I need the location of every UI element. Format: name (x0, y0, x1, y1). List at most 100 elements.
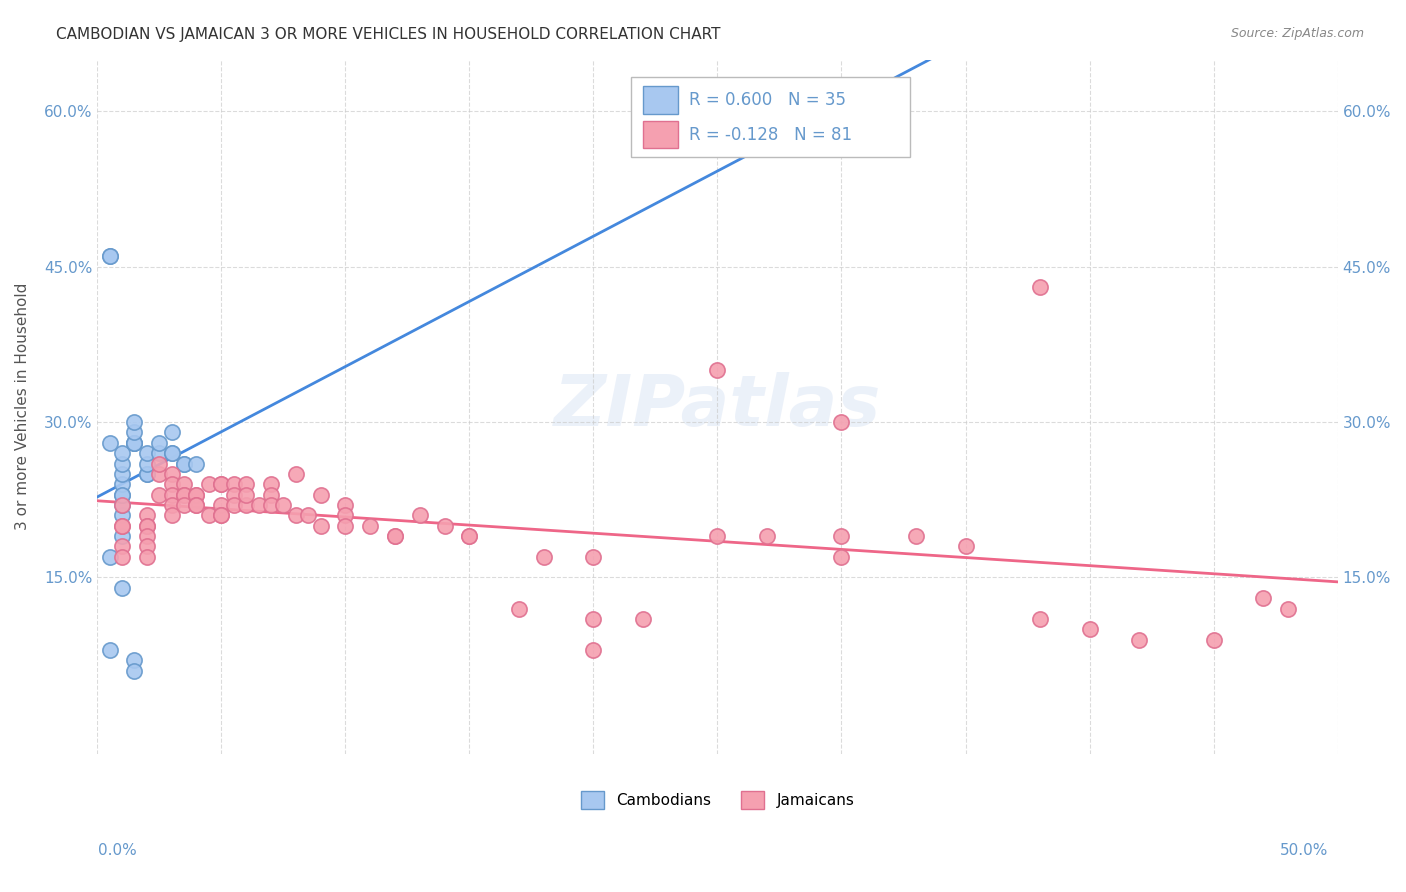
Point (284, 508, 307, 523)
Point (209, 508, 232, 523)
Point (186, 487, 208, 501)
Point (235, 487, 257, 501)
Point (508, 601, 530, 615)
Point (173, 487, 195, 501)
Point (111, 518, 134, 533)
Point (173, 477, 195, 491)
Point (297, 508, 319, 523)
Point (186, 457, 208, 471)
Point (309, 487, 332, 501)
Point (260, 487, 283, 501)
Point (160, 467, 183, 481)
Point (148, 467, 170, 481)
Point (335, 508, 357, 523)
Point (111, 487, 134, 501)
Point (111, 498, 134, 512)
Point (260, 498, 283, 512)
Point (124, 435, 146, 450)
Point (160, 487, 183, 501)
Point (830, 529, 852, 543)
Point (706, 529, 728, 543)
Point (335, 498, 357, 512)
Point (148, 487, 170, 501)
Point (111, 477, 134, 491)
Legend: Cambodians, Jamaicans: Cambodians, Jamaicans (575, 784, 860, 815)
Text: Source: ZipAtlas.com: Source: ZipAtlas.com (1230, 27, 1364, 40)
Text: 0.0%: 0.0% (98, 843, 138, 858)
Point (148, 457, 170, 471)
Point (409, 508, 432, 523)
Point (111, 540, 134, 554)
Point (135, 467, 157, 481)
Point (135, 518, 157, 533)
Point (148, 435, 170, 450)
Text: R = 0.600   N = 35: R = 0.600 N = 35 (689, 91, 846, 109)
Point (384, 529, 406, 543)
Point (209, 477, 232, 491)
Point (335, 518, 357, 533)
Text: R = -0.128   N = 81: R = -0.128 N = 81 (689, 126, 852, 144)
Point (186, 498, 208, 512)
Point (533, 549, 555, 564)
Point (111, 467, 134, 481)
Point (458, 529, 481, 543)
Point (209, 477, 232, 491)
Point (198, 508, 221, 523)
Point (111, 529, 134, 543)
Point (1128, 632, 1150, 647)
Point (111, 581, 134, 595)
Point (1202, 632, 1225, 647)
Point (582, 612, 605, 626)
Point (160, 446, 183, 460)
Point (222, 487, 245, 501)
Point (433, 518, 456, 533)
Point (173, 498, 195, 512)
Point (111, 518, 134, 533)
Point (135, 540, 157, 554)
Point (271, 498, 294, 512)
Point (173, 457, 195, 471)
Point (124, 653, 146, 667)
Point (160, 498, 183, 512)
Point (135, 518, 157, 533)
Text: ZIPatlas: ZIPatlas (554, 372, 882, 441)
Text: 50.0%: 50.0% (1281, 843, 1329, 858)
Point (198, 477, 221, 491)
Point (111, 508, 134, 523)
FancyBboxPatch shape (643, 86, 678, 113)
Point (309, 518, 332, 533)
Point (830, 415, 852, 429)
Point (135, 457, 157, 471)
Point (160, 425, 183, 440)
Point (806, 104, 828, 119)
Point (111, 549, 134, 564)
Point (135, 446, 157, 460)
Point (235, 498, 257, 512)
Point (124, 435, 146, 450)
Point (98, 249, 121, 263)
Point (1251, 591, 1274, 606)
Point (111, 487, 134, 501)
FancyBboxPatch shape (631, 77, 910, 157)
Point (111, 498, 134, 512)
Point (582, 549, 605, 564)
FancyBboxPatch shape (643, 120, 678, 148)
Point (148, 446, 170, 460)
Point (160, 508, 183, 523)
Point (756, 529, 779, 543)
Point (186, 487, 208, 501)
Point (160, 446, 183, 460)
Point (1029, 612, 1052, 626)
Point (359, 518, 381, 533)
Point (111, 446, 134, 460)
Point (160, 477, 183, 491)
Y-axis label: 3 or more Vehicles in Household: 3 or more Vehicles in Household (15, 283, 30, 530)
Point (1029, 280, 1052, 294)
Point (173, 457, 195, 471)
Point (582, 643, 605, 657)
Point (186, 498, 208, 512)
Point (98, 643, 121, 657)
Point (1078, 622, 1101, 636)
Point (111, 457, 134, 471)
Point (98, 249, 121, 263)
